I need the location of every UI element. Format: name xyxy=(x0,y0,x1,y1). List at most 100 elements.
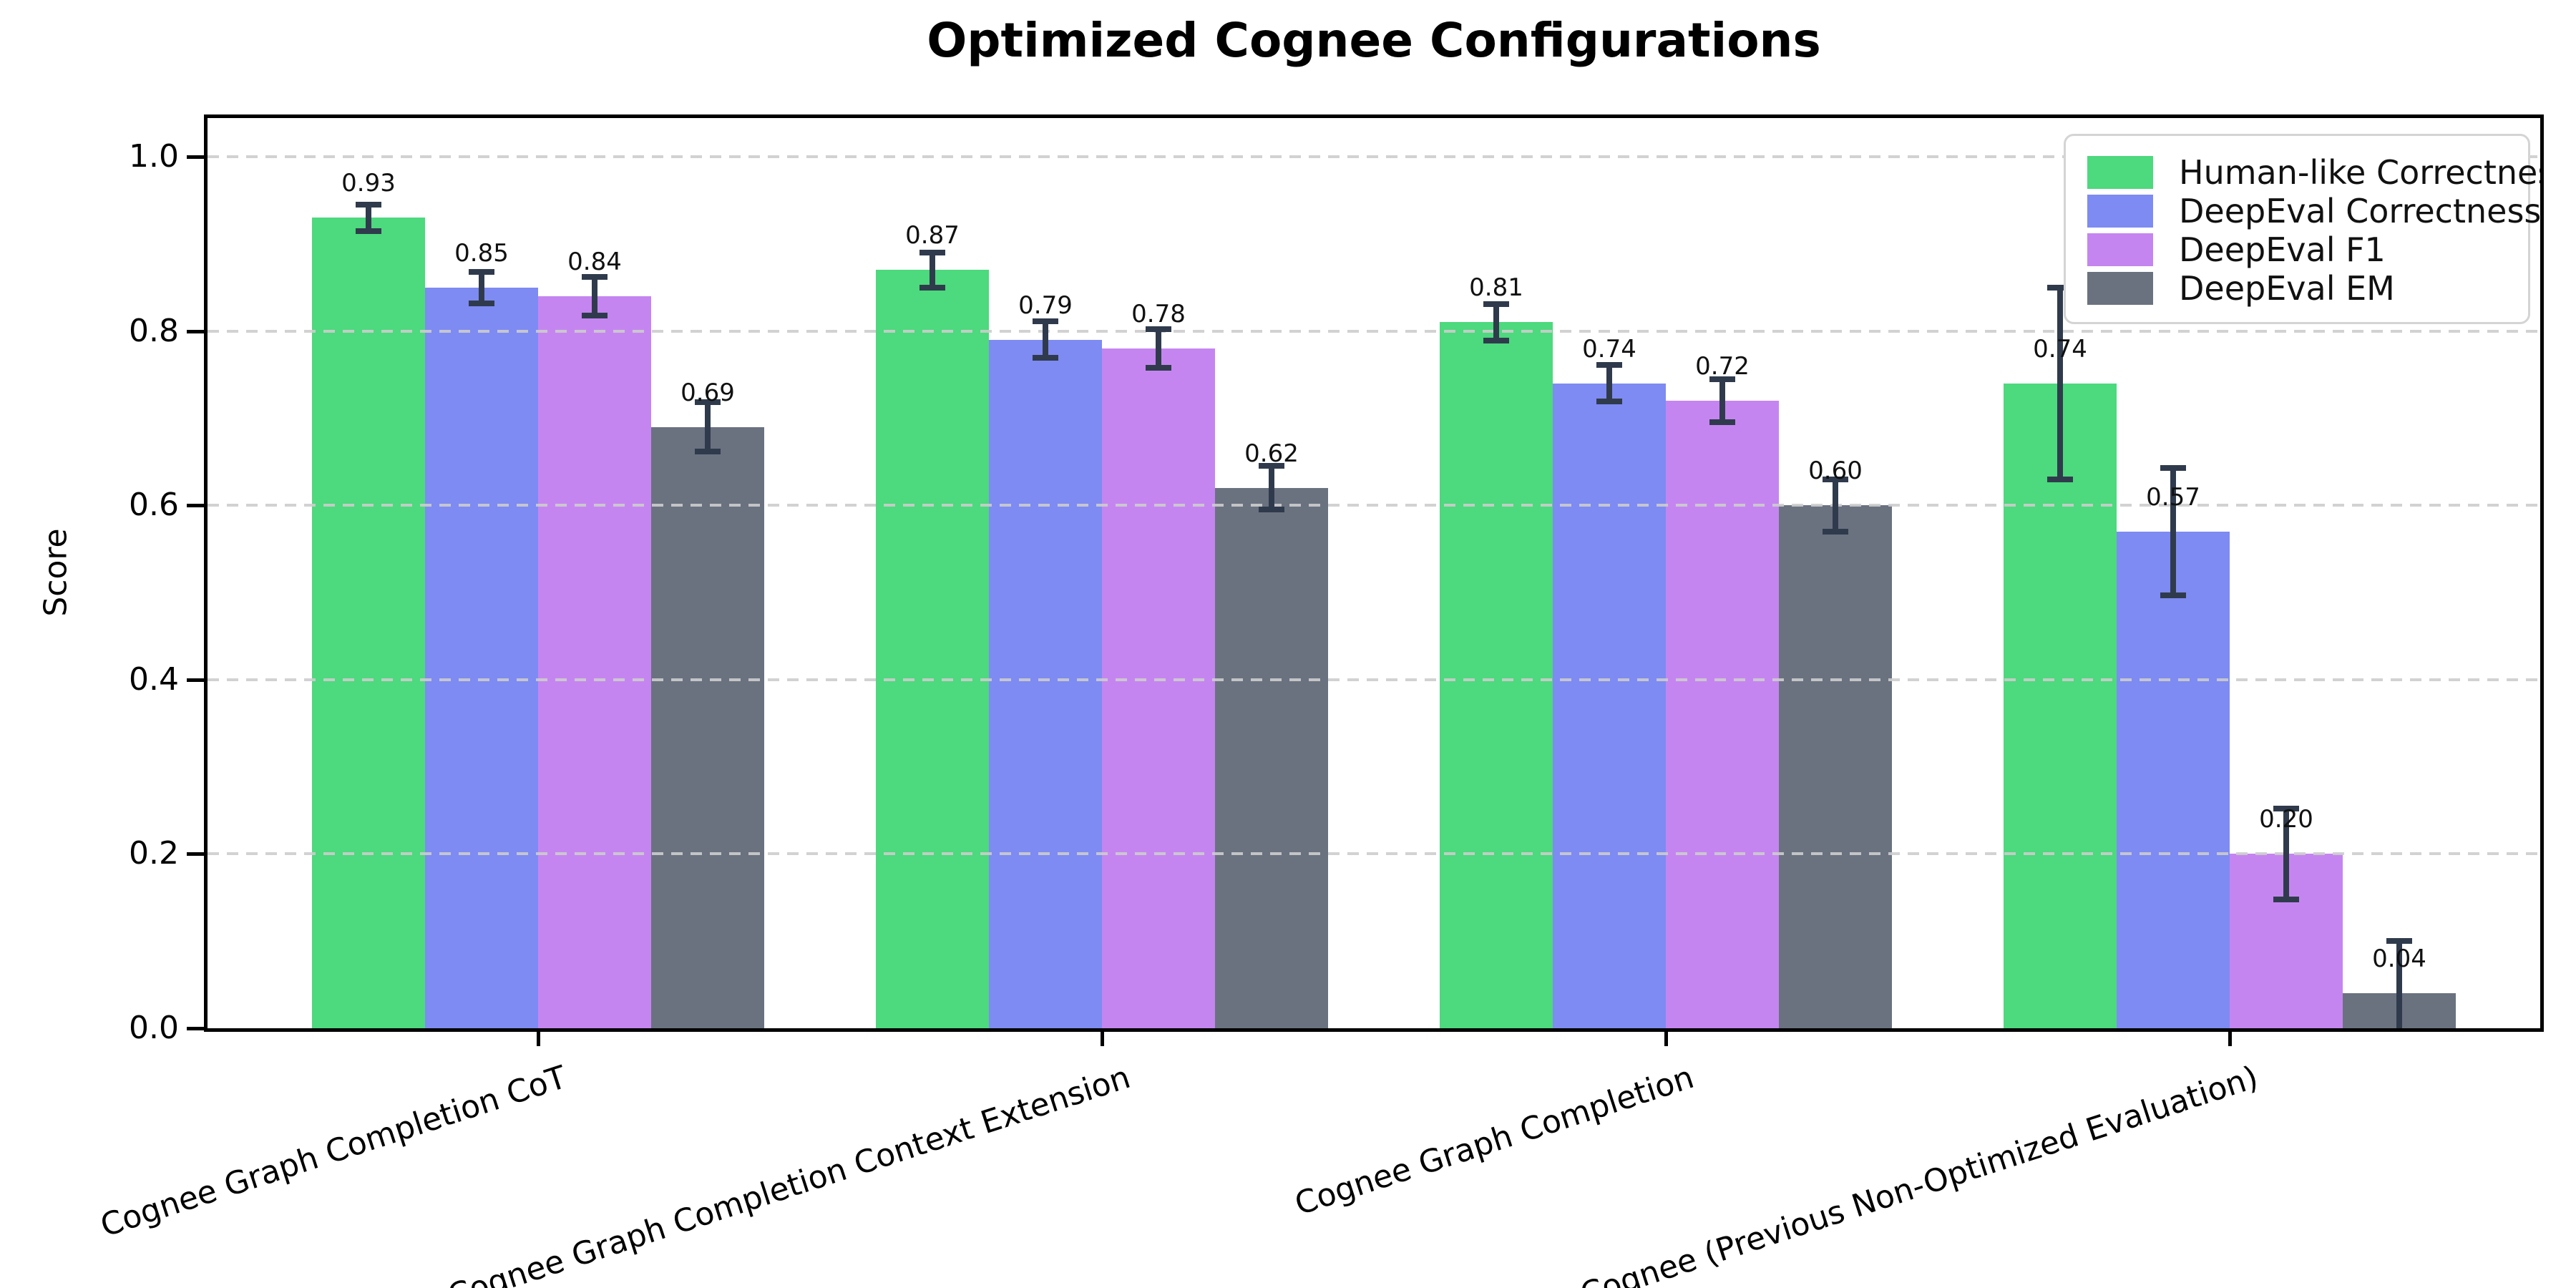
bar-value-label: 0.78 xyxy=(1131,300,1186,328)
y-axis-label: Score xyxy=(37,528,74,617)
bar-value-label: 0.74 xyxy=(1582,335,1636,364)
gridline xyxy=(208,330,2540,333)
error-bar-bottom-cap xyxy=(1596,399,1622,404)
bar-value-label: 0.74 xyxy=(2033,335,2087,364)
x-tick-label: Cognee Graph Completion CoT xyxy=(96,1059,571,1244)
y-tick-mark xyxy=(187,678,204,682)
legend-swatch xyxy=(2087,272,2153,305)
y-tick-mark xyxy=(187,504,204,507)
error-bar-top-cap xyxy=(1146,326,1171,332)
error-bar-bottom-cap xyxy=(1823,529,1848,535)
bar-value-label: 0.84 xyxy=(567,248,622,276)
y-tick-label: 0.8 xyxy=(129,313,179,349)
x-tick-mark xyxy=(1101,1032,1104,1046)
bar-value-label: 0.57 xyxy=(2146,483,2200,512)
error-bar xyxy=(2396,941,2402,1028)
bar xyxy=(1440,322,1553,1028)
y-tick-label: 1.0 xyxy=(129,138,179,175)
bar xyxy=(2004,384,2117,1028)
bar xyxy=(312,218,425,1028)
error-bar-bottom-cap xyxy=(1483,338,1509,343)
y-tick-label: 0.2 xyxy=(129,835,179,872)
error-bar-top-cap xyxy=(1709,376,1735,382)
legend-swatch xyxy=(2087,233,2153,266)
y-tick-mark xyxy=(187,155,204,159)
error-bar-top-cap xyxy=(1033,318,1058,324)
bar xyxy=(1666,401,1779,1028)
error-bar xyxy=(1719,379,1725,422)
error-bar-bottom-cap xyxy=(1033,355,1058,361)
error-bar-bottom-cap xyxy=(2160,592,2186,598)
x-tick-mark xyxy=(2228,1032,2232,1046)
error-bar-bottom-cap xyxy=(469,301,494,306)
error-bar-top-cap xyxy=(1259,463,1284,469)
error-bar-top-cap xyxy=(2273,806,2299,811)
bar-value-label: 0.93 xyxy=(341,169,396,197)
bar-value-label: 0.79 xyxy=(1018,291,1073,320)
bar-value-label: 0.87 xyxy=(905,221,960,250)
legend-item: DeepEval F1 xyxy=(2087,230,2507,269)
legend-swatch xyxy=(2087,156,2153,189)
error-bar xyxy=(592,277,597,316)
error-bar xyxy=(705,402,711,452)
gridline xyxy=(208,852,2540,855)
bar-value-label: 0.62 xyxy=(1244,439,1299,468)
legend-item: Human-like Correctness xyxy=(2087,153,2540,192)
chart-title: Optimized Cognee Configurations xyxy=(927,13,1821,68)
bar-value-label: 0.20 xyxy=(2259,805,2313,834)
gridline xyxy=(208,678,2540,681)
legend-swatch xyxy=(2087,195,2153,228)
legend-label: DeepEval EM xyxy=(2179,269,2395,308)
y-tick-label: 0.6 xyxy=(129,487,179,523)
error-bar-bottom-cap xyxy=(2047,477,2073,482)
bar xyxy=(2117,532,2230,1028)
error-bar xyxy=(930,253,935,288)
error-bar-bottom-cap xyxy=(1709,419,1735,425)
error-bar xyxy=(1043,321,1048,358)
error-bar xyxy=(2057,288,2063,479)
error-bar-top-cap xyxy=(1823,477,1848,482)
y-tick-label: 0.4 xyxy=(129,661,179,698)
x-tick-label: Cognee Graph Completion xyxy=(1290,1059,1699,1223)
bar xyxy=(989,340,1102,1028)
legend-label: DeepEval F1 xyxy=(2179,230,2386,269)
error-bar xyxy=(2170,468,2176,595)
bar xyxy=(1553,384,1666,1028)
bar xyxy=(1215,488,1328,1028)
bar xyxy=(538,296,651,1028)
error-bar xyxy=(1606,365,1612,401)
error-bar-top-cap xyxy=(1596,362,1622,368)
error-bar-bottom-cap xyxy=(2273,897,2299,902)
error-bar-bottom-cap xyxy=(919,285,945,291)
legend-item: DeepEval Correctness xyxy=(2087,192,2540,230)
error-bar-bottom-cap xyxy=(695,449,721,454)
gridline xyxy=(208,155,2540,158)
error-bar-top-cap xyxy=(582,274,608,280)
error-bar xyxy=(1493,304,1499,341)
error-bar-top-cap xyxy=(1483,301,1509,307)
error-bar-top-cap xyxy=(356,202,381,208)
error-bar xyxy=(1833,479,1838,532)
error-bar xyxy=(366,205,371,231)
bar xyxy=(876,270,989,1028)
error-bar-top-cap xyxy=(919,250,945,255)
bar-value-label: 0.69 xyxy=(680,379,735,407)
error-bar-top-cap xyxy=(2160,465,2186,471)
error-bar-top-cap xyxy=(2386,938,2412,944)
error-bar xyxy=(1156,329,1161,368)
error-bar xyxy=(479,272,484,303)
error-bar-top-cap xyxy=(695,399,721,405)
error-bar-top-cap xyxy=(2047,285,2073,291)
bar xyxy=(425,288,538,1028)
error-bar-top-cap xyxy=(469,269,494,275)
error-bar xyxy=(1269,466,1274,509)
bar-value-label: 0.81 xyxy=(1469,273,1523,302)
bar xyxy=(1102,348,1215,1028)
legend: Human-like Correctness DeepEval Correctne… xyxy=(2064,134,2540,324)
gridline xyxy=(208,504,2540,507)
error-bar xyxy=(2283,809,2289,899)
plot-area: 0.93 0.87 0.81 0.74 0.85 0.79 0.74 0.57 0.84 0.78… xyxy=(204,114,2544,1032)
y-tick-mark xyxy=(187,1027,204,1030)
y-tick-mark xyxy=(187,852,204,856)
